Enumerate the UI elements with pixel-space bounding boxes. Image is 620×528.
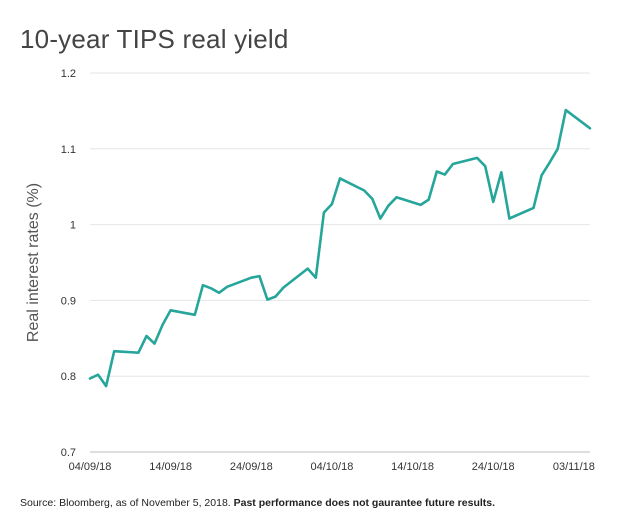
y-tick-label: 0.8	[61, 371, 76, 383]
y-tick-label: 1.1	[61, 144, 76, 156]
series-group	[88, 108, 592, 388]
series-line	[88, 108, 592, 388]
x-tick-label: 03/11/18	[553, 461, 595, 473]
y-tick-label: 0.9	[61, 295, 76, 307]
disclaimer-text: Past performance does not gaurantee futu…	[233, 497, 496, 509]
x-tick-labels: 04/09/18 14/09/18 24/09/18 04/10/18 14/10/18…	[69, 461, 595, 473]
x-tick-label: 24/10/18	[472, 461, 515, 473]
x-tick-label: 14/10/18	[391, 461, 434, 473]
y-tick-labels: 0.7 0.8 0.9 1 1.1 1.2	[61, 68, 76, 459]
y-tick-label: 1	[70, 220, 76, 232]
y-tick-label: 1.2	[61, 68, 76, 80]
x-tick-label: 04/09/18	[69, 461, 112, 473]
x-tick-label: 24/09/18	[230, 461, 273, 473]
source-text: Source: Bloomberg, as of November 5, 201…	[20, 497, 231, 509]
x-tick-label: 04/10/18	[311, 461, 354, 473]
y-tick-label: 0.7	[61, 447, 76, 459]
grid-lines	[90, 72, 590, 453]
source-note: Source: Bloomberg, as of November 5, 201…	[20, 497, 495, 509]
chart-title: 10-year TIPS real yield	[20, 24, 289, 54]
y-axis-label: Real interest rates (%)	[25, 183, 42, 342]
x-tick-label: 14/09/18	[149, 461, 192, 473]
